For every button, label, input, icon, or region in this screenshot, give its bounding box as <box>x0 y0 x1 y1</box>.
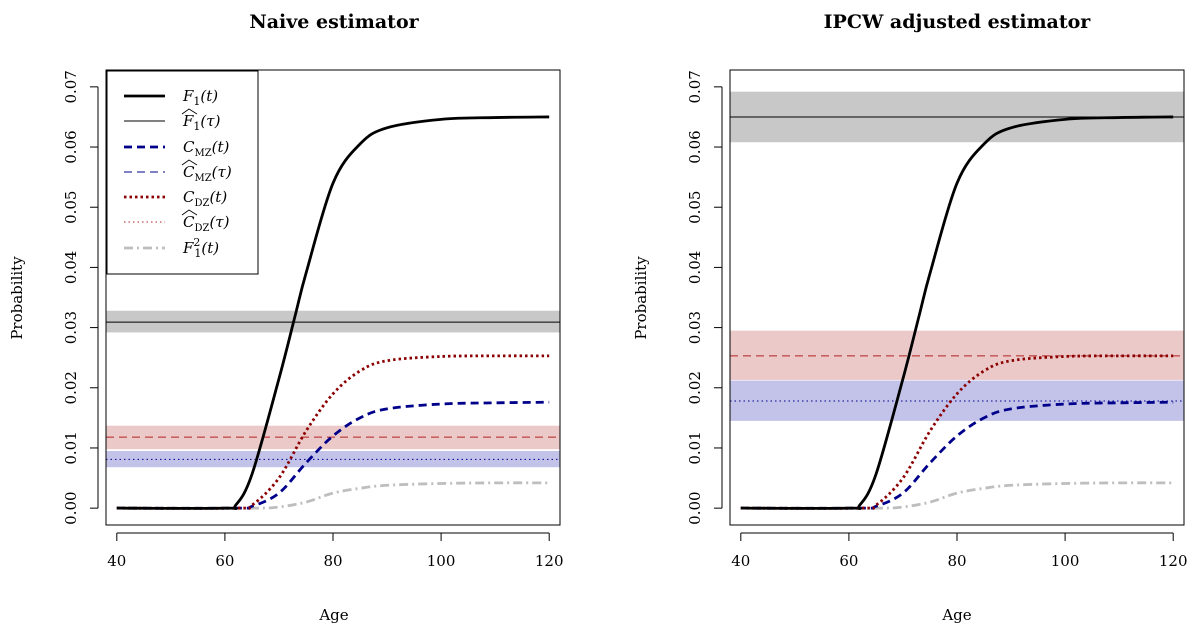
chart-title: IPCW adjusted estimator <box>824 11 1092 33</box>
x-tick-label: 60 <box>215 552 234 570</box>
legend-item-f1-squared: F2 1(t) <box>124 236 219 260</box>
plot-frame <box>729 69 1185 526</box>
svg-text:CDZ(t): CDZ(t) <box>183 188 227 209</box>
plot-frame <box>105 69 561 526</box>
ci-band-c-mz-tau <box>106 450 560 468</box>
y-axis-label: Probability <box>632 256 650 340</box>
y-tick-label: 0.00 <box>686 491 704 524</box>
y-tick-label: 0.02 <box>686 371 704 404</box>
y-tick-label: 0.01 <box>686 431 704 464</box>
y-tick-label: 0.05 <box>62 191 80 224</box>
series-line-f1-2-t <box>116 481 550 510</box>
x-axis: 40 60 80 100 120 <box>107 532 564 570</box>
x-tick-label: 100 <box>427 552 456 570</box>
series-line-c-dz-t <box>116 354 550 510</box>
ci-band-c-dz-tau <box>730 330 1184 380</box>
y-tick-label: 0.00 <box>62 491 80 524</box>
y-tick-label: 0.06 <box>686 130 704 163</box>
y-tick-label: 0.03 <box>686 311 704 344</box>
y-tick-label: 0.03 <box>62 311 80 344</box>
legend-item-cdz: CDZ(t) <box>124 188 227 209</box>
series-line-f1-t <box>116 115 550 510</box>
y-tick-label: 0.05 <box>686 191 704 224</box>
legend-item-f1-hat: F1(τ) <box>124 108 221 133</box>
y-axis: 0.00 0.01 0.02 0.03 0.04 0.05 0.06 0.07 <box>62 70 99 525</box>
y-tick-label: 0.07 <box>686 70 704 103</box>
series-line-f1-t <box>740 115 1174 510</box>
svg-text:F21(t): F2 1(t) <box>182 236 219 260</box>
x-tick-label: 80 <box>323 552 342 570</box>
legend-item-f1: F1(t) <box>124 87 218 108</box>
x-axis: 40 60 80 100 120 <box>731 532 1188 570</box>
x-tick-label: 40 <box>107 552 126 570</box>
y-tick-label: 0.04 <box>62 251 80 284</box>
y-tick-label: 0.07 <box>62 70 80 103</box>
x-tick-label: 80 <box>947 552 966 570</box>
series-line-f1-2-t <box>740 481 1174 510</box>
y-tick-label: 0.01 <box>62 431 80 464</box>
legend: F1(t) F1(τ) CMZ(t) CMZ(τ) CDZ(t) <box>106 70 259 275</box>
x-tick-label: 100 <box>1051 552 1080 570</box>
x-tick-label: 120 <box>535 552 564 570</box>
ci-band-f1-tau <box>106 310 560 333</box>
x-tick-label: 40 <box>731 552 750 570</box>
x-tick-label: 120 <box>1159 552 1188 570</box>
naive-estimator-panel: 40 60 80 100 120 0.000.010.020.030.040.050.0… <box>8 11 564 624</box>
chart-title: Naive estimator <box>249 11 419 33</box>
x-axis-label: Age <box>941 606 971 624</box>
series-line-c-dz-t <box>740 354 1174 510</box>
y-axis: 0.00 0.01 0.02 0.03 0.04 0.05 0.06 0.07 <box>686 70 723 525</box>
svg-text:F1(τ): F1(τ) <box>182 112 221 133</box>
svg-text:F1(t): F1(t) <box>182 87 218 108</box>
y-axis-label: Probability <box>8 256 26 340</box>
y-tick-label: 0.06 <box>62 130 80 163</box>
x-tick-label: 60 <box>839 552 858 570</box>
y-tick-label: 0.02 <box>62 371 80 404</box>
ipcw-adjusted-estimator-panel: 40 60 80 100 120 0.000.010.020.030.040.050.0… <box>632 11 1188 624</box>
x-axis-label: Age <box>318 606 348 624</box>
y-tick-label: 0.04 <box>686 251 704 284</box>
